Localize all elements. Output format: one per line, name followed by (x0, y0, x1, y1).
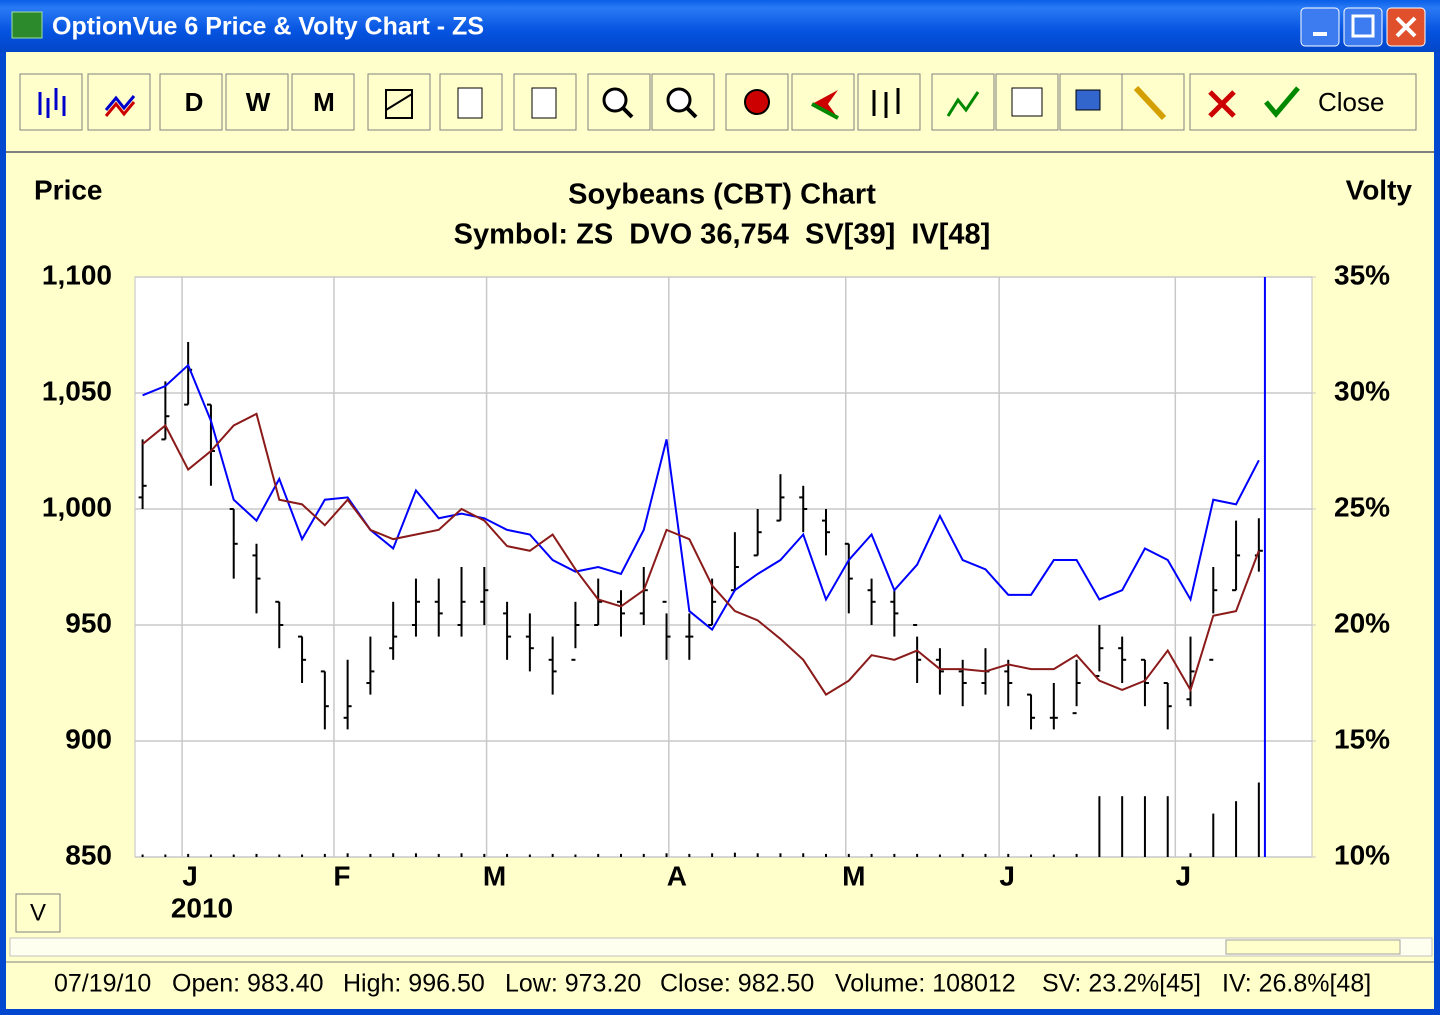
button-label: W (246, 87, 271, 117)
close-button[interactable] (1189, 73, 1417, 131)
button-label: M (313, 87, 335, 117)
icon (1208, 90, 1236, 118)
scrollbar[interactable] (9, 937, 1433, 957)
tool-button[interactable] (367, 73, 431, 131)
x-tick-label: J (999, 860, 1015, 891)
chart-subtitle: Symbol: ZS DVO 36,754 SV[39] IV[48] (454, 219, 991, 251)
scroll-thumb[interactable] (1225, 939, 1401, 955)
tool-button[interactable] (931, 73, 995, 131)
icon (872, 88, 900, 118)
icon (1264, 86, 1300, 118)
window-title: OptionVue 6 Price & Volty Chart - ZS (52, 13, 484, 41)
window-controls (1300, 7, 1426, 47)
y2-tick-label: 35% (1334, 259, 1390, 290)
status-field: High: 996.50 (343, 970, 485, 998)
minimize-glyph (1313, 32, 1327, 36)
icon (531, 87, 557, 119)
volty-line (141, 412, 1260, 696)
tool-button[interactable] (857, 73, 921, 131)
icon (38, 88, 66, 118)
icon (812, 90, 838, 118)
maximize-glyph (1351, 14, 1375, 38)
status-field: SV: 23.2%[45] (1042, 970, 1201, 998)
icon (666, 87, 692, 113)
status-field: Low: 973.20 (505, 970, 641, 998)
icon (457, 87, 483, 119)
y-tick-label: 1,050 (42, 375, 112, 406)
icon (685, 106, 698, 119)
y-tick-label: 950 (65, 607, 112, 638)
x-tick-label: A (667, 860, 687, 891)
tool-button[interactable] (159, 73, 223, 131)
y-tick-label: 850 (65, 839, 112, 870)
icon (104, 95, 136, 111)
status-field: Open: 983.40 (172, 970, 324, 998)
chart: 1,100 1,050 1,000 950 900 850 35% 30% 25% 20% 15% 1… (42, 259, 1390, 891)
y-tick-label: 1,000 (42, 491, 112, 522)
view-button-label: V (30, 899, 46, 926)
x-tick-label: J (1176, 860, 1192, 891)
icon (811, 102, 839, 120)
x-tick-label: M (842, 860, 865, 891)
icon (946, 91, 980, 117)
maximize-button[interactable] (1343, 7, 1383, 47)
y2-tick-label: 15% (1334, 723, 1390, 754)
close-glyph (1395, 16, 1417, 38)
icon (1011, 87, 1043, 117)
icon (1075, 89, 1101, 111)
y2-tick-label: 30% (1334, 375, 1390, 406)
icon (621, 106, 634, 119)
view-button[interactable] (15, 893, 61, 933)
y2-axis-label: Volty (1346, 174, 1413, 205)
status-bar: 07/19/10 Open: 983.40 High: 996.50 Low: 973… (54, 970, 1371, 998)
chart-title: Soybeans (CBT) Chart (568, 179, 876, 211)
icon (602, 87, 628, 113)
tool-button[interactable] (291, 73, 355, 131)
title-bar (0, 0, 1440, 52)
tool-button[interactable] (225, 73, 289, 131)
app-icon (11, 11, 43, 39)
icon (385, 89, 413, 119)
y2-tick-label: 10% (1334, 839, 1390, 870)
y-tick-label: 1,100 (42, 259, 112, 290)
icon (1133, 85, 1167, 121)
close-label: Close (1318, 87, 1384, 117)
y2-tick-label: 25% (1334, 491, 1390, 522)
x-tick-label: F (333, 860, 350, 891)
status-field: IV: 26.8%[48] (1222, 970, 1371, 998)
volty-line (142, 363, 1260, 632)
minimize-button[interactable] (1300, 7, 1340, 47)
year-label: 2010 (171, 892, 233, 923)
toolbar-icons (38, 85, 1300, 121)
tool-button[interactable] (19, 73, 83, 131)
status-field: Close: 982.50 (660, 970, 814, 998)
x-tick-label: M (483, 860, 506, 891)
status-field: Volume: 108012 (835, 970, 1016, 998)
button-label: D (185, 87, 204, 117)
y-axis-label: Price (34, 174, 103, 205)
y-tick-label: 900 (65, 723, 112, 754)
icon (104, 101, 136, 117)
status-field: 07/19/10 (54, 970, 151, 998)
icon (744, 89, 770, 115)
y2-tick-label: 20% (1334, 607, 1390, 638)
x-tick-label: J (182, 860, 198, 891)
